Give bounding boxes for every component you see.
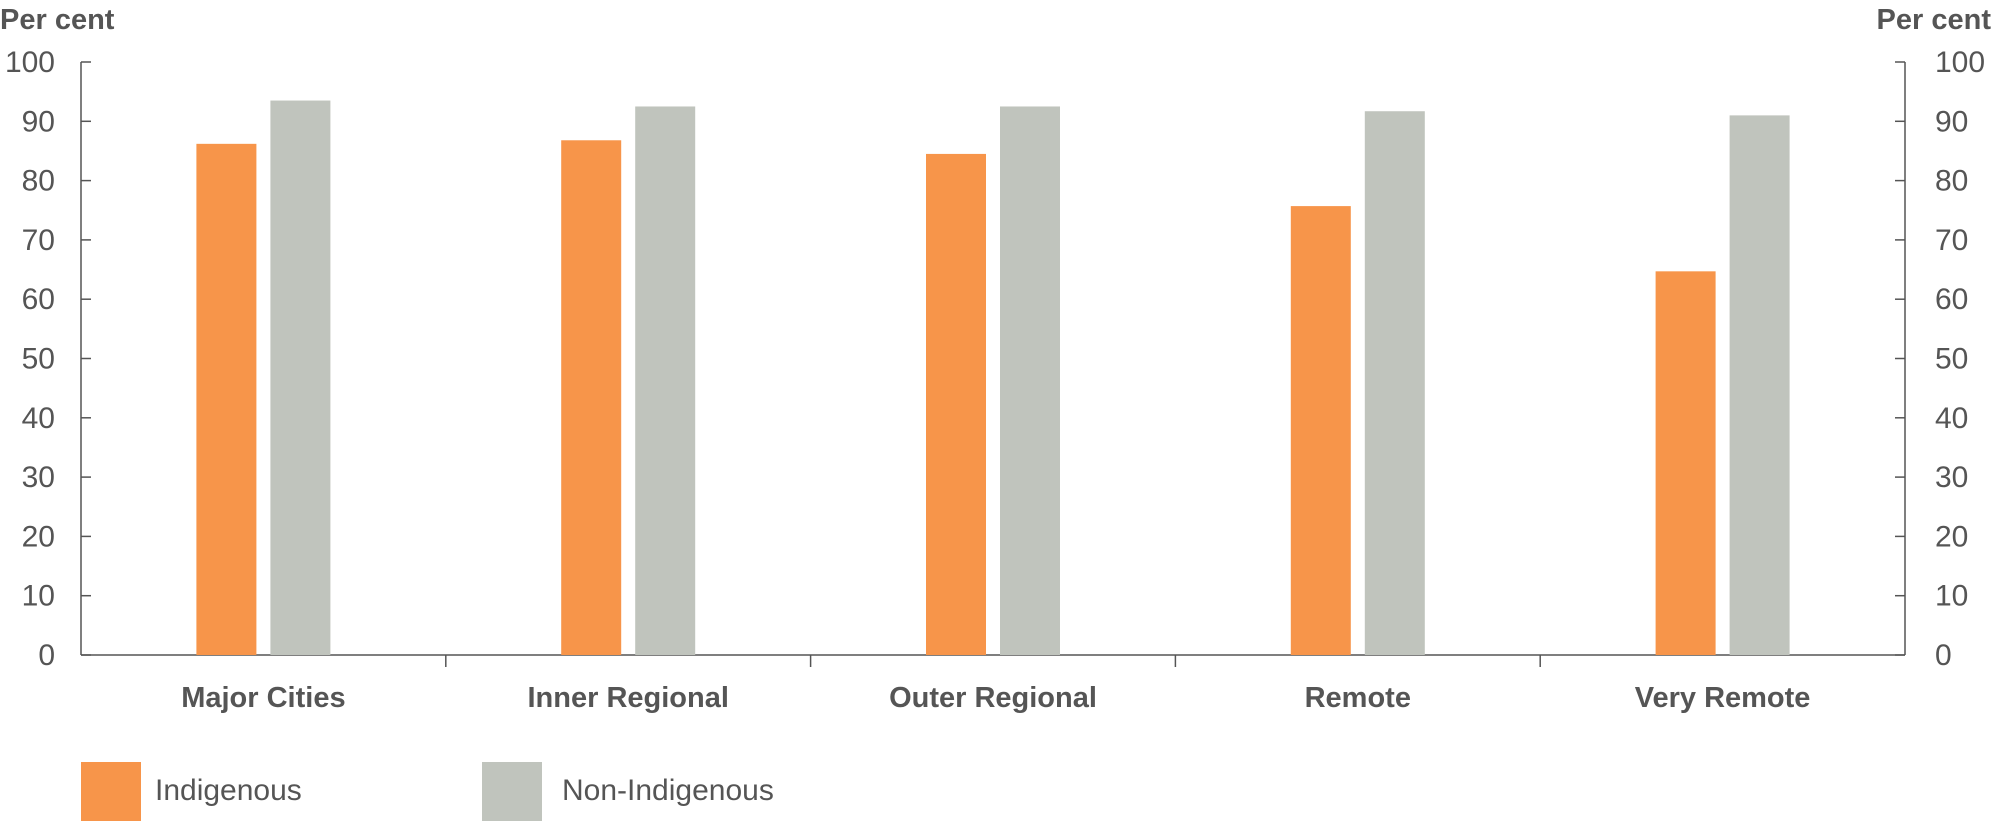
right-axis-tick-label: 60 [1935,283,1968,316]
left-axis-tick-label: 60 [22,283,55,316]
bar-non-indigenous [1000,106,1060,656]
left-axis-unit-label: Per cent [0,4,115,36]
bar-non-indigenous [1364,111,1425,656]
bar-non-indigenous [635,106,696,656]
category-label: Major Cities [181,682,345,714]
legend: Indigenous Non-Indigenous [81,762,774,821]
category-labels: Major Cities Inner Regional Outer Regional… [181,682,1810,714]
right-axis-unit-label: Per cent [1877,4,1991,36]
bars-group [196,100,1790,656]
right-axis-tick-label: 100 [1935,46,1985,79]
category-label: Remote [1305,682,1411,714]
left-axis-tick-label: 0 [38,639,55,672]
right-axis-tick-label: 10 [1935,580,1968,613]
bar-indigenous [196,143,257,656]
right-axis-tick-label: 80 [1935,165,1968,198]
bar-non-indigenous [1729,115,1790,656]
left-axis-tick-label: 90 [22,105,55,138]
right-y-axis: 0 10 20 30 40 50 60 70 80 90 100 [1895,46,1985,672]
category-label: Inner Regional [527,682,728,714]
right-axis-tick-label: 90 [1935,105,1968,138]
left-axis-tick-label: 50 [22,343,55,376]
left-axis-tick-label: 80 [22,165,55,198]
right-axis-tick-label: 40 [1935,402,1968,435]
right-axis-tick-label: 30 [1935,461,1968,494]
legend-label: Non-Indigenous [562,774,774,807]
x-axis [81,654,1905,667]
right-axis-tick-label: 50 [1935,343,1968,376]
left-y-axis: 0 10 20 30 40 50 60 70 80 90 100 [5,46,91,672]
left-axis-tick-label: 70 [22,224,55,257]
left-axis-tick-label: 10 [22,580,55,613]
bar-non-indigenous [270,100,331,656]
right-axis-tick-label: 70 [1935,224,1968,257]
left-axis-tick-label: 30 [22,461,55,494]
legend-label: Indigenous [155,774,302,807]
right-axis-tick-label: 0 [1935,639,1952,672]
right-axis-tick-label: 20 [1935,520,1968,553]
category-label: Very Remote [1635,682,1811,714]
category-label: Outer Regional [889,682,1097,714]
legend-swatch [482,762,542,821]
bar-indigenous [1290,206,1351,655]
left-axis-tick-label: 40 [22,402,55,435]
bar-indigenous [1655,271,1716,655]
left-axis-tick-label: 100 [5,46,55,79]
left-axis-tick-label: 20 [22,520,55,553]
bar-indigenous [561,140,622,655]
bar-indigenous [926,153,986,656]
legend-swatch [81,762,141,821]
